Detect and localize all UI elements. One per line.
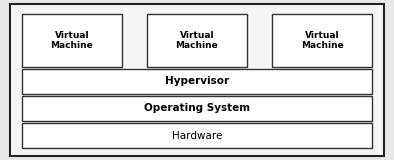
- Bar: [22, 123, 372, 148]
- Bar: [22, 14, 122, 67]
- Text: Virtual
Machine: Virtual Machine: [50, 31, 93, 51]
- Bar: [272, 14, 372, 67]
- Bar: [147, 14, 247, 67]
- Text: Operating System: Operating System: [144, 103, 250, 113]
- Bar: [22, 96, 372, 121]
- Bar: [22, 69, 372, 94]
- Text: Virtual
Machine: Virtual Machine: [175, 31, 218, 51]
- Text: Virtual
Machine: Virtual Machine: [301, 31, 344, 51]
- Text: Hypervisor: Hypervisor: [165, 76, 229, 86]
- Text: Hardware: Hardware: [172, 131, 222, 141]
